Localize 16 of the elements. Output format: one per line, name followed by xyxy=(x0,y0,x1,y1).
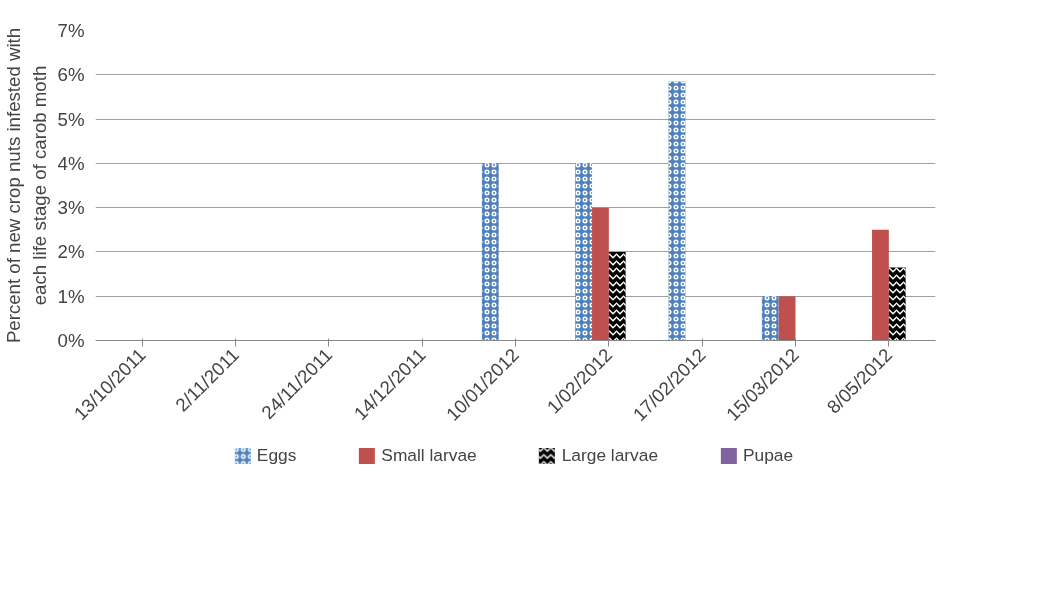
legend-label: Pupae xyxy=(743,444,794,466)
bar xyxy=(592,207,609,341)
y-tick-label: 1% xyxy=(57,285,85,307)
legend-label: Large larvae xyxy=(561,444,659,466)
bar xyxy=(778,296,796,341)
y-tick-label: 5% xyxy=(57,108,85,130)
y-tick-label: 7% xyxy=(57,20,85,41)
bar xyxy=(872,229,889,341)
y-tick-label: 6% xyxy=(57,64,85,86)
y-tick-label: 0% xyxy=(57,330,85,351)
y-tick-label: 4% xyxy=(57,152,85,174)
legend-label: Eggs xyxy=(256,444,297,466)
y-tick-label: 3% xyxy=(57,197,85,219)
legend-label: Small larvae xyxy=(381,444,477,466)
y-tick-label: 2% xyxy=(57,241,85,263)
y-axis-title: Percent of new crop nuts infested with each life stage of carob moth xyxy=(3,27,50,344)
